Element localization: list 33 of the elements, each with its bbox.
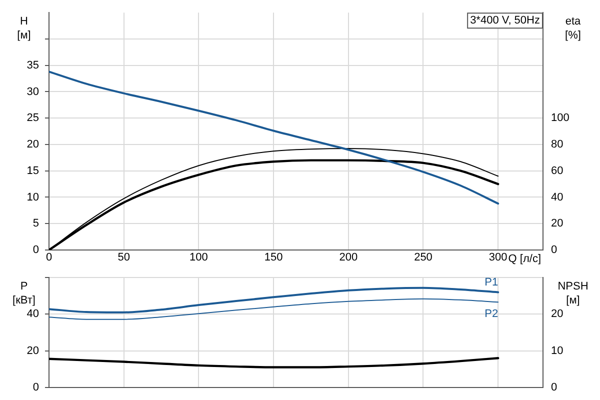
y-tick-label: 30 [26, 86, 39, 98]
y-tick-label: 40 [26, 308, 39, 320]
x-tick-label: 50 [118, 252, 130, 264]
y-tick-label: 20 [26, 138, 39, 151]
series-label: P1 [484, 276, 498, 288]
y2-tick-label: 20 [551, 308, 564, 320]
x-tick-label: 300 [488, 252, 508, 264]
y2-tick-label: 80 [551, 138, 564, 151]
y2-axis-title: eta [%] [565, 16, 582, 42]
y-axis-title: P [кВт] [12, 280, 36, 307]
y2-axis-title: NPSH [м] [558, 280, 588, 307]
x-tick-label: 0 [46, 252, 52, 264]
y-tick-label: 10 [26, 191, 39, 204]
series-label: P2 [484, 308, 498, 320]
y-axis-title: H [м] [17, 16, 31, 42]
y2-tick-label: 60 [551, 164, 564, 177]
y-tick-label: 0 [32, 381, 39, 394]
chart-title: 3*400 V, 50Hz [470, 14, 540, 27]
x-axis-title: Q [л/с] [508, 253, 541, 266]
y-tick-label: 15 [26, 164, 39, 177]
y-tick-label: 35 [26, 59, 39, 72]
x-tick-label: 200 [339, 252, 358, 264]
y2-tick-label: 100 [551, 112, 570, 124]
y2-tick-label: 20 [551, 218, 564, 230]
x-tick-label: 150 [264, 252, 283, 264]
y-tick-label: 5 [32, 218, 39, 230]
x-tick-label: 250 [414, 252, 432, 264]
y-tick-label: 20 [26, 344, 39, 357]
x-tick-label: 100 [190, 252, 208, 264]
y-tick-label: 25 [26, 112, 39, 124]
y2-tick-label: 0 [551, 381, 558, 394]
y2-tick-label: 10 [551, 344, 564, 357]
y2-tick-label: 40 [551, 191, 564, 204]
